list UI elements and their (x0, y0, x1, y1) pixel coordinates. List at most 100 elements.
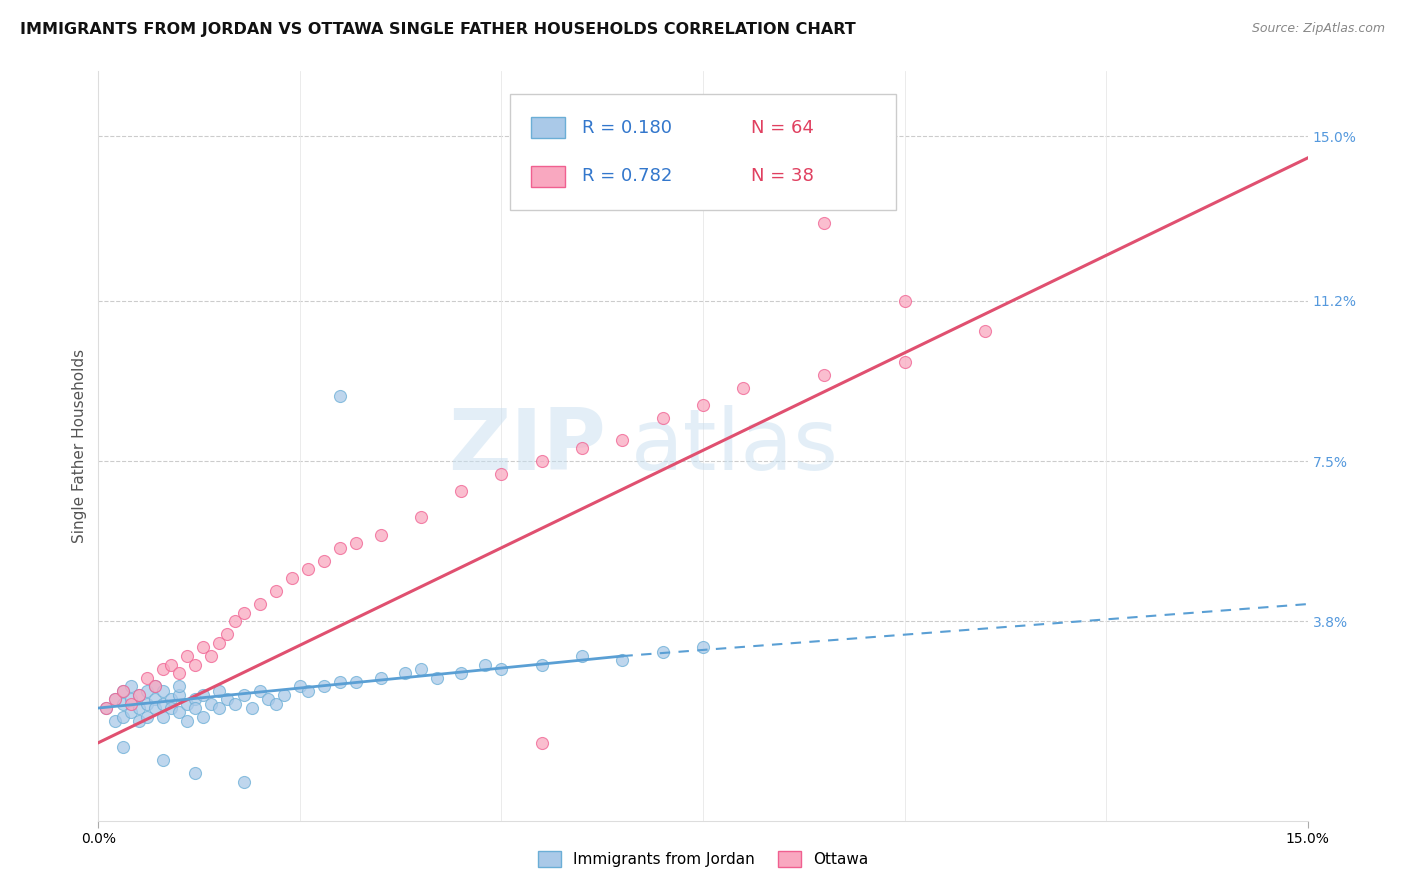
FancyBboxPatch shape (509, 94, 897, 210)
Point (217, 627, 239, 641)
Point (288, 679, 311, 693)
Point (692, 398, 714, 412)
Point (184, 692, 207, 706)
Point (426, 671, 449, 685)
Point (232, 688, 254, 702)
Point (571, 441, 593, 455)
Text: Source: ZipAtlas.com: Source: ZipAtlas.com (1251, 22, 1385, 36)
Point (200, 648, 222, 663)
Point (103, 692, 125, 706)
Point (193, 688, 215, 702)
Point (208, 636, 231, 650)
Point (733, 380, 755, 394)
Point (111, 697, 134, 711)
Point (409, 662, 432, 676)
Point (193, 709, 215, 723)
FancyBboxPatch shape (531, 117, 565, 138)
Point (692, 640, 714, 655)
Point (111, 739, 134, 754)
Point (120, 706, 142, 720)
Point (329, 389, 352, 403)
Point (530, 736, 553, 750)
Point (224, 615, 246, 629)
Point (491, 467, 513, 482)
Point (128, 688, 150, 702)
Point (128, 701, 150, 715)
Text: R = 0.180: R = 0.180 (582, 119, 672, 136)
Point (394, 666, 416, 681)
Point (813, 216, 835, 230)
Point (329, 675, 352, 690)
Point (111, 709, 134, 723)
Point (176, 714, 198, 728)
Text: atlas: atlas (630, 404, 838, 488)
Point (167, 688, 190, 702)
Point (143, 679, 166, 693)
Point (297, 683, 319, 698)
Point (651, 410, 673, 425)
Point (344, 536, 367, 550)
Text: ZIP: ZIP (449, 404, 606, 488)
Point (103, 714, 125, 728)
Point (160, 657, 183, 672)
FancyBboxPatch shape (531, 166, 565, 186)
Point (152, 697, 174, 711)
Point (167, 666, 190, 681)
Point (167, 679, 190, 693)
Point (450, 666, 472, 681)
Point (314, 679, 336, 693)
Point (813, 368, 835, 382)
Point (571, 648, 593, 663)
Point (256, 692, 278, 706)
Point (120, 679, 142, 693)
Point (160, 692, 183, 706)
Point (217, 692, 239, 706)
Point (530, 454, 553, 468)
Point (152, 709, 174, 723)
Point (249, 683, 271, 698)
Point (314, 554, 336, 568)
Point (651, 645, 673, 659)
Point (152, 662, 174, 676)
Point (612, 433, 634, 447)
Point (184, 701, 207, 715)
Point (176, 648, 198, 663)
Point (224, 697, 246, 711)
Point (184, 766, 207, 780)
Text: IMMIGRANTS FROM JORDAN VS OTTAWA SINGLE FATHER HOUSEHOLDS CORRELATION CHART: IMMIGRANTS FROM JORDAN VS OTTAWA SINGLE … (20, 22, 855, 37)
Point (103, 692, 125, 706)
Point (893, 354, 915, 368)
Point (135, 709, 157, 723)
Point (273, 688, 295, 702)
Point (96, 701, 118, 715)
Point (208, 701, 231, 715)
Point (474, 657, 496, 672)
Point (344, 675, 367, 690)
Point (370, 671, 392, 685)
Point (184, 657, 207, 672)
Point (530, 657, 553, 672)
Point (135, 671, 157, 685)
Point (143, 679, 166, 693)
Point (409, 510, 432, 524)
Point (160, 701, 183, 715)
Point (96, 701, 118, 715)
Point (893, 293, 915, 308)
Point (249, 597, 271, 611)
Point (232, 774, 254, 789)
Point (143, 692, 166, 706)
Point (120, 692, 142, 706)
Point (167, 706, 190, 720)
Legend: Immigrants from Jordan, Ottawa: Immigrants from Jordan, Ottawa (531, 845, 875, 873)
Point (193, 640, 215, 655)
Text: N = 64: N = 64 (751, 119, 814, 136)
Point (232, 606, 254, 620)
Point (135, 683, 157, 698)
Point (208, 683, 231, 698)
Point (111, 683, 134, 698)
Point (128, 688, 150, 702)
Point (143, 701, 166, 715)
Point (120, 697, 142, 711)
Point (974, 324, 997, 338)
Point (370, 528, 392, 542)
